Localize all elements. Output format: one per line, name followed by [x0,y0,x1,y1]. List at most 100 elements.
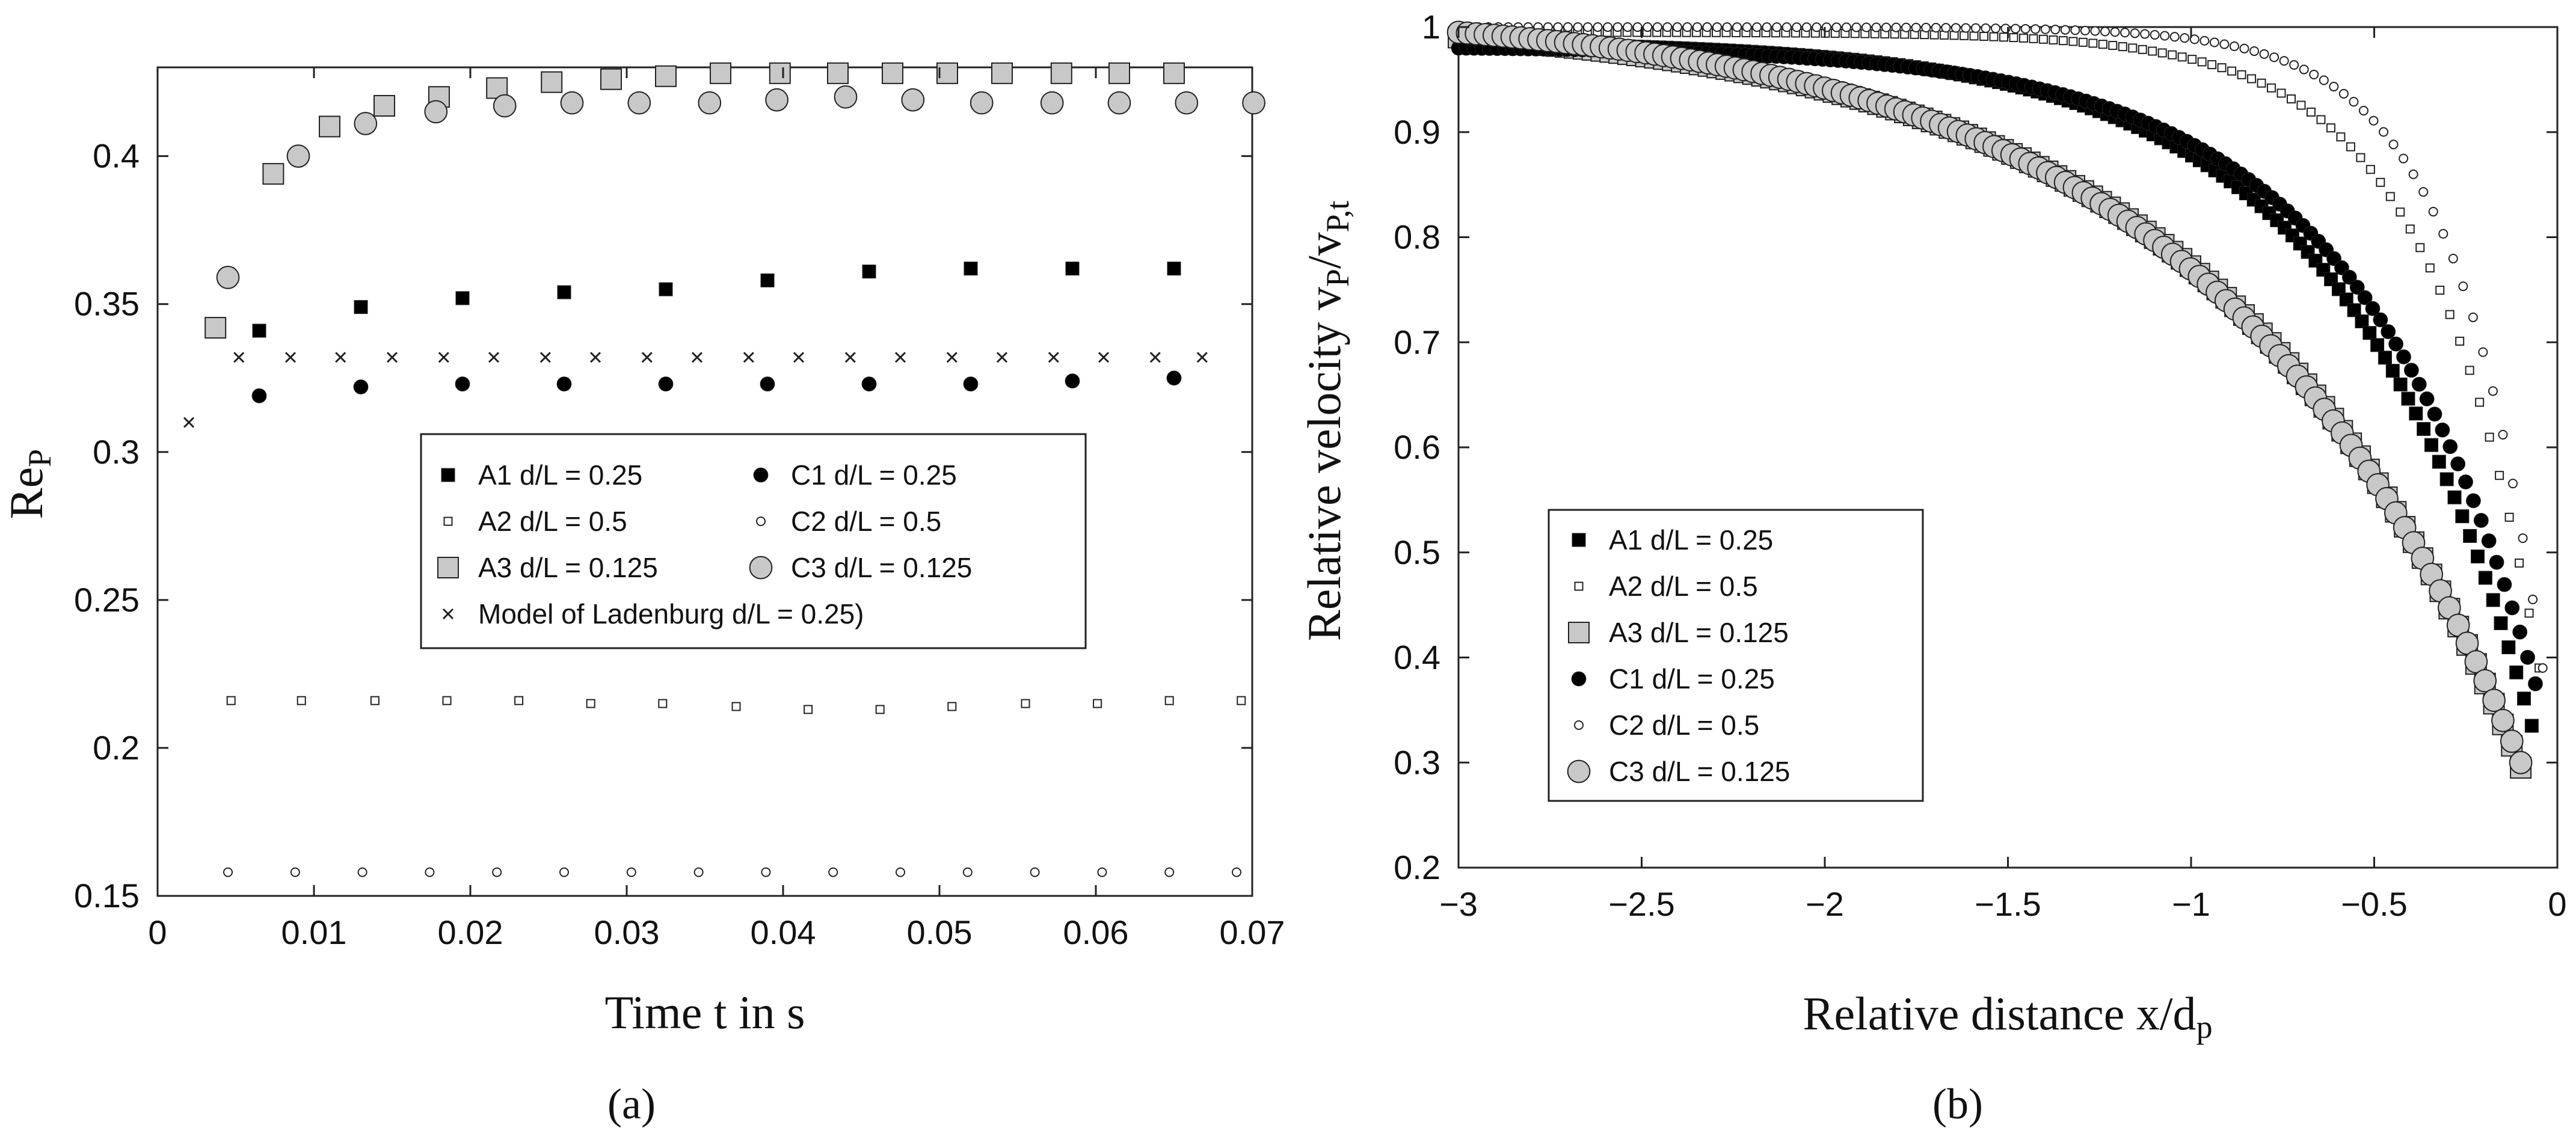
y-tick-label: 0.2 [93,729,140,767]
chart-a-point-6 [641,352,653,363]
chart-b-point-4 [1931,23,1941,33]
chart-a-point-6 [894,352,906,363]
chart-b-legend-label: C1 d/L = 0.25 [1609,663,1775,694]
chart-b-point-4 [2478,347,2488,357]
chart-a-point-1 [963,376,979,391]
chart-a-point-5 [1175,91,1199,115]
x-tick-label: −2 [1806,885,1844,923]
chart-a-point-3 [223,867,233,877]
chart-b-point-1 [2058,36,2068,46]
chart-b-point-0 [2439,472,2454,486]
chart-a-point-2 [1237,696,1246,705]
chart-b-point-0 [2455,509,2470,524]
chart-b-point-1 [2346,142,2355,152]
chart-b-point-1 [2029,34,2038,43]
chart-b-point-4 [2199,35,2210,46]
x-tick-label: −1.5 [1975,885,2041,923]
chart-a-point-3 [492,867,502,877]
chart-b-point-3 [2512,624,2528,640]
y-tick-label: 0.4 [93,137,140,175]
chart-a-plot-frame [156,66,1253,897]
chart-a-legend-label: A3 d/L = 0.125 [478,552,658,583]
chart-b-legend-label: A3 d/L = 0.125 [1609,617,1789,648]
chart-b-point-4 [1702,22,1712,32]
chart-a-point-2 [1021,699,1030,708]
chart-a-point-4 [541,71,563,93]
chart-a-point-6 [233,352,245,363]
chart-b-point-1 [2445,310,2455,319]
chart-b-point-4 [1821,22,1831,32]
chart-b-point-4 [1901,22,1911,32]
chart-b-legend-label: A1 d/L = 0.25 [1609,524,1773,556]
chart-b-point-1 [2168,50,2177,60]
chart-a-point-5 [834,85,858,109]
chart-b-point-1 [2038,34,2048,44]
chart-b-point-3 [2357,290,2373,305]
y-tick-label: 0.8 [1394,218,1440,256]
chart-b-point-0 [2509,665,2524,679]
chart-b-point-3 [2419,391,2435,406]
chart-a-point-3 [828,867,838,877]
chart-b-point-1 [2138,44,2147,54]
x-tick-label: 0.01 [281,913,347,951]
chart-b-point-1 [2495,471,2504,480]
chart-b-point-1 [2177,52,2187,62]
chart-b-point-0 [2471,549,2485,563]
chart-b-point-5 [2509,750,2533,774]
chart-b-point-4 [2438,228,2448,239]
chart-a-point-2 [514,696,524,705]
chart-b-point-1 [2504,512,2514,522]
chart-a-point-4 [827,62,849,84]
chart-b-point-4 [2080,25,2090,35]
chart-b-point-1 [2237,70,2246,79]
chart-a-point-3 [626,867,636,877]
chart-a-point-5 [216,266,240,289]
chart-b-x-ticks: −3 −2.5 −2 −1.5 −1 −0.5 0 [1439,27,2567,923]
chart-a-x-ticks: 0 0.01 0.02 0.03 0.04 0.05 0.06 0.07 [148,67,1285,951]
chart-a-point-5 [560,91,584,115]
chart-a-legend-marker [753,467,769,483]
chart-a-point-4 [319,115,340,138]
chart-a-point-3 [693,867,704,877]
chart-a-point-0 [659,282,673,296]
chart-b-point-4 [2399,153,2409,164]
chart-b-point-4 [2458,281,2468,292]
chart-b-point-4 [1722,22,1732,32]
y-tick-label: 0.6 [1394,428,1440,466]
chart-b-point-4 [1632,22,1643,32]
x-tick-label: 0.02 [438,913,503,951]
chart-b-point-0 [2463,529,2477,543]
chart-b-point-4 [2130,28,2140,38]
chart-a-point-2 [1164,696,1174,705]
chart-b-point-4 [2169,32,2180,42]
chart-b-point-0 [2385,364,2400,378]
y-tick-label: 0.2 [1394,848,1440,886]
chart-a-legend: A1 d/L = 0.25 C1 d/L = 0.25 A2 d/L = 0.5 C2… [420,433,1087,649]
chart-a-point-3 [962,867,973,877]
chart-b-x-axis-label: Relative distance x/dp [1803,987,2212,1045]
chart-a-point-3 [425,867,435,877]
x-tick-label: 0 [148,913,167,951]
chart-a-legend-marker [755,516,766,527]
chart-b-point-1 [2148,46,2157,56]
chart-b-point-1 [2306,107,2316,117]
y-tick-label: 0.4 [1394,639,1440,676]
chart-a-point-2 [297,696,306,705]
chart-a-point-3 [895,867,906,877]
chart-b-point-1 [2217,63,2227,73]
chart-a-point-3 [761,867,771,877]
chart-b-point-1 [2207,60,2217,70]
chart-b-point-4 [2518,533,2528,544]
y-tick-label: 0.5 [1394,533,1440,571]
chart-b-point-4 [1841,22,1852,32]
chart-a-point-2 [804,705,813,714]
chart-a-legend-entries: A1 d/L = 0.25 C1 d/L = 0.25 A2 d/L = 0.5 C2… [437,459,972,630]
chart-b-point-5 [2464,650,2488,673]
chart-b-legend-label: A2 d/L = 0.5 [1609,571,1758,602]
chart-b-point-4 [2498,429,2508,440]
chart-b-point-0 [2517,691,2531,706]
chart-a-point-0 [557,285,571,299]
chart-b-point-4 [1672,22,1682,32]
chart-b-point-4 [2538,663,2548,673]
chart-b-point-3 [2466,493,2481,509]
